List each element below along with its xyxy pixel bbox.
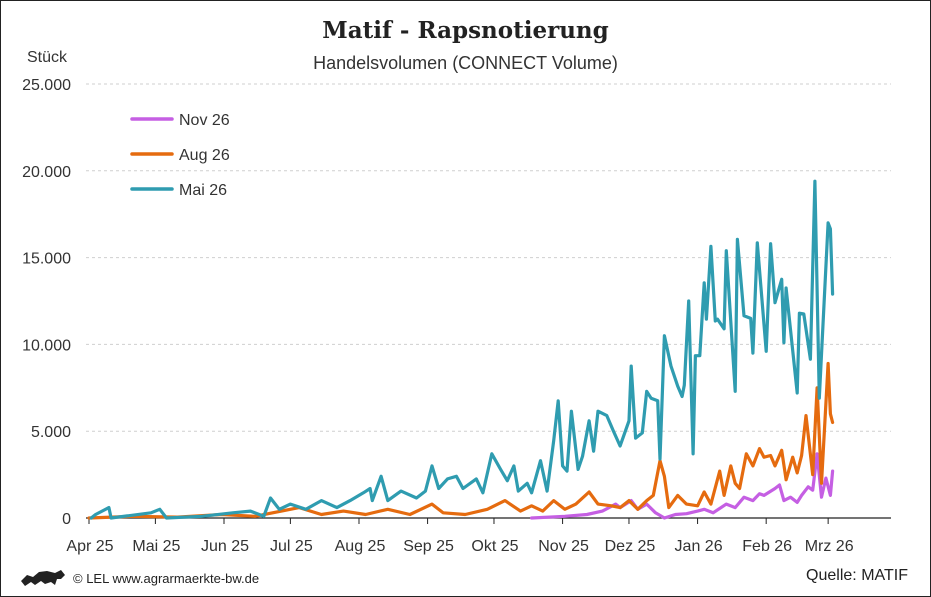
- y-tick-label: 10.000: [22, 337, 71, 354]
- legend-label: Mai 26: [179, 182, 227, 199]
- series-line-mai-26: [89, 179, 835, 520]
- chart-title: Matif - Rapsnotierung: [322, 17, 609, 44]
- lion-logo-icon: [21, 570, 65, 586]
- x-tick-label: Aug 25: [335, 538, 386, 555]
- x-tick-label: Jul 25: [270, 538, 313, 555]
- x-tick-label: Mrz 26: [805, 538, 854, 555]
- y-tick-label: 0: [62, 511, 71, 528]
- x-tick-label: Sep 25: [403, 538, 454, 555]
- copyright-credit: © LEL www.agrarmaerkte-bw.de: [73, 571, 260, 586]
- legend-label: Aug 26: [179, 147, 230, 164]
- x-tick-label: Jun 25: [201, 538, 249, 555]
- x-tick-label: Dez 25: [605, 538, 656, 555]
- x-tick-label: Nov 25: [538, 538, 589, 555]
- chart-subtitle: Handelsvolumen (CONNECT Volume): [313, 53, 618, 73]
- data-source: Quelle: MATIF: [806, 567, 908, 584]
- x-tick-label: Mai 25: [132, 538, 180, 555]
- y-tick-label: 20.000: [22, 164, 71, 181]
- y-tick-label: 25.000: [22, 77, 71, 94]
- x-tick-label: Apr 25: [66, 538, 113, 555]
- x-tick-label: Jan 26: [675, 538, 723, 555]
- y-tick-label: 5.000: [31, 424, 71, 441]
- y-tick-label: 15.000: [22, 251, 71, 268]
- x-tick-label: Okt 25: [471, 538, 518, 555]
- series-line-aug-26: [87, 361, 835, 520]
- legend-label: Nov 26: [179, 112, 230, 129]
- x-tick-label: Feb 26: [742, 538, 792, 555]
- y-axis-unit-label: Stück: [27, 49, 68, 66]
